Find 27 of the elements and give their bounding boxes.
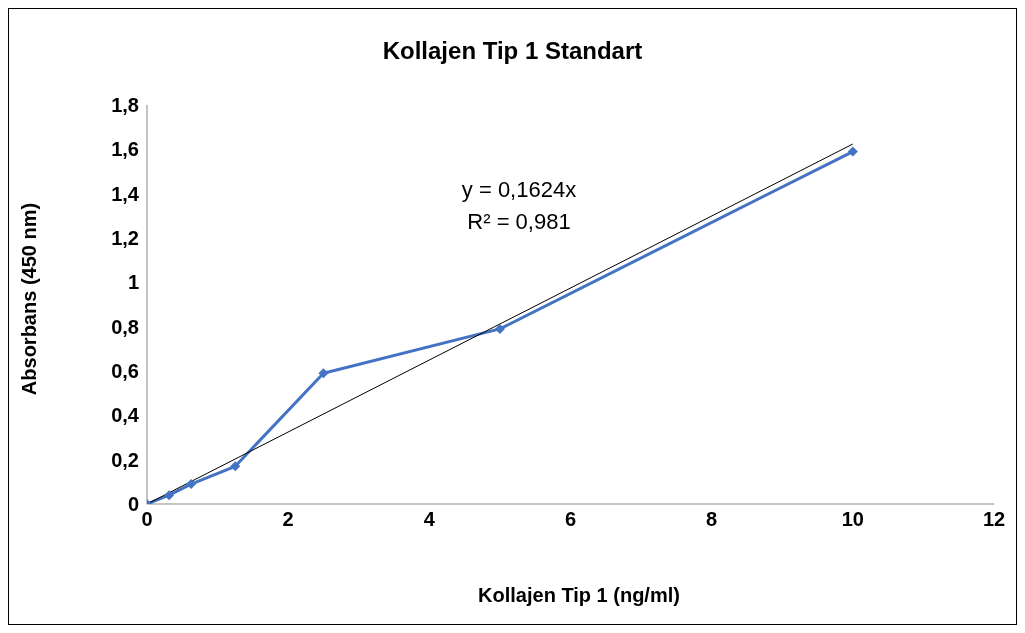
point <box>186 479 197 490</box>
point <box>847 146 858 157</box>
annotation: R² = 0,981 <box>466 208 572 236</box>
point <box>494 323 505 334</box>
y-tick-label: 0,2 <box>111 448 139 471</box>
y-tick-label: 1,6 <box>111 138 139 161</box>
y-tick-label: 1,2 <box>111 227 139 250</box>
y-axis-title: Absorbans (450 nm) <box>17 202 41 396</box>
x-tick-label: 10 <box>841 508 864 531</box>
point <box>164 490 175 501</box>
x-tick-label: 4 <box>423 508 436 531</box>
chart-title: Kollajen Tip 1 Standart <box>381 37 644 65</box>
y-tick-label: 1,4 <box>111 182 140 205</box>
x-tick-label: 8 <box>706 508 718 531</box>
y-tick-label: 1 <box>127 271 139 294</box>
y-tick-label: 0,6 <box>111 360 139 383</box>
y-tick-label: 0 <box>127 493 139 516</box>
annotation: y = 0,1624x <box>460 176 578 204</box>
point <box>230 461 241 472</box>
x-tick-label: 12 <box>982 508 1006 531</box>
x-axis-title: Kollajen Tip 1 (ng/ml) <box>477 584 681 607</box>
point <box>318 368 329 379</box>
x-tick-label: 6 <box>564 508 577 531</box>
y-tick-label: 0,4 <box>111 404 140 427</box>
y-tick-label: 1,8 <box>111 94 139 117</box>
x-tick-label: 2 <box>282 508 294 531</box>
y-tick-label: 0,8 <box>111 315 139 338</box>
